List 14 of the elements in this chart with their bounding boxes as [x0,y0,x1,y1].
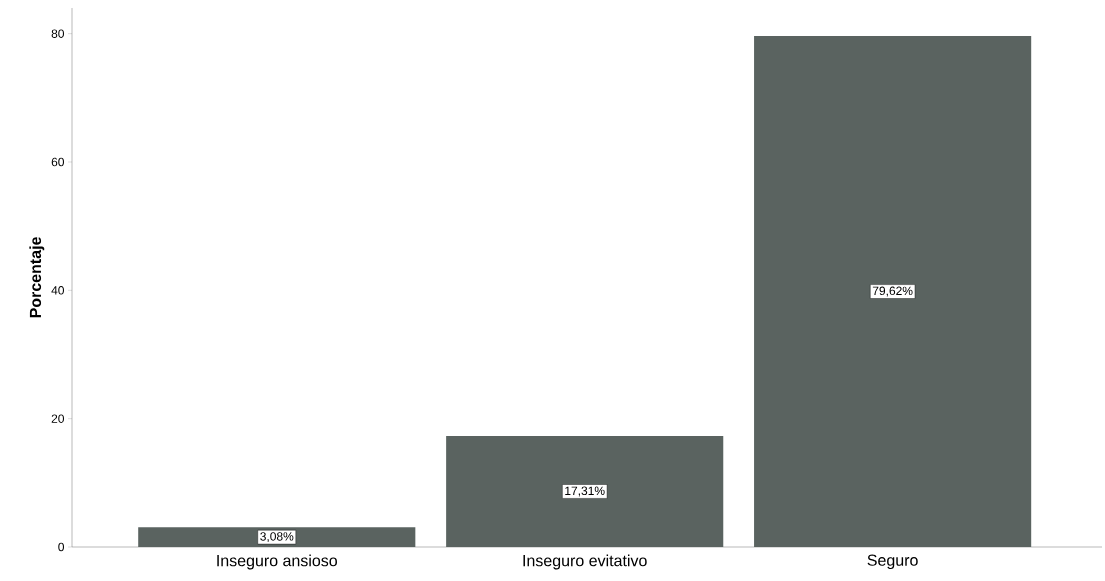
x-tick-label: Inseguro ansioso [217,554,337,570]
y-tick-label: 60 [51,157,64,167]
y-axis-title: Porcentaje [29,237,45,318]
data-label: 3,08% [260,532,294,543]
bar [446,435,724,547]
y-tick-label: 80 [51,29,64,38]
y-tick-label: 0 [58,542,65,552]
x-tick-label: Seguro [867,554,918,570]
x-tick-label: Inseguro evitativo [523,554,647,570]
data-label: 17,31% [565,486,605,497]
data-label: 79,62% [872,286,913,297]
y-tick-label: 20 [51,414,64,423]
y-tick-label: 40 [51,286,64,295]
bar [754,36,1032,547]
